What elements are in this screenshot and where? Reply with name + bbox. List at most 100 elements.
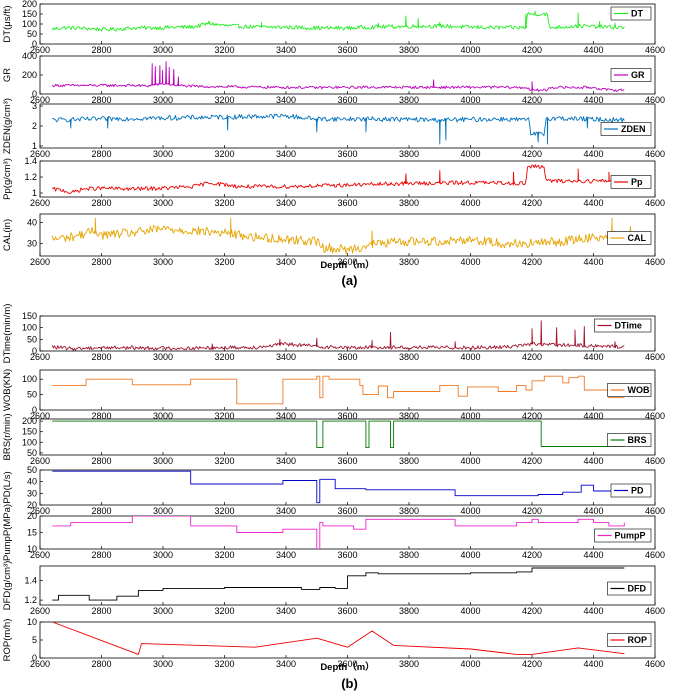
xtick-label-brs-10: 4600 xyxy=(645,456,665,466)
xtick-label-pd-3: 3200 xyxy=(214,506,234,516)
xtick-label-dtime-3: 3200 xyxy=(214,352,234,362)
xtick-label-dt-9: 4400 xyxy=(583,45,603,55)
xtick-label-zden-2: 3000 xyxy=(153,149,173,159)
xtick-label-zden-3: 3200 xyxy=(214,149,234,159)
xtick-label-dt-3: 3200 xyxy=(214,45,234,55)
xtick-label-zden-10: 4600 xyxy=(645,149,665,159)
axes-frame-wob xyxy=(39,369,656,411)
xtick-label-pumpp-9: 4400 xyxy=(583,550,603,560)
xtick-label-cal-4: 3400 xyxy=(276,257,296,267)
xtick-label-pp-9: 4400 xyxy=(583,198,603,208)
xtick-label-brs-3: 3200 xyxy=(214,456,234,466)
xtick-label-dt-6: 3800 xyxy=(399,45,419,55)
ylabel-cal: CAL(in) xyxy=(2,219,13,251)
xtick-label-dtime-4: 3400 xyxy=(276,352,296,362)
legend-label-pumpp: PumpP xyxy=(615,531,646,541)
ylabel-pd: PD(L/s) xyxy=(2,471,13,503)
xtick-label-pumpp-0: 2600 xyxy=(30,550,50,560)
ytick-label-brs-1: 100 xyxy=(22,437,37,447)
xtick-label-wob-1: 2800 xyxy=(91,411,111,421)
xtick-label-pumpp-7: 4000 xyxy=(460,550,480,560)
legend-label-brs: BRS xyxy=(628,435,647,445)
series-line-wob xyxy=(52,375,625,405)
xtick-label-brs-8: 4200 xyxy=(522,456,542,466)
axes-frame-dt xyxy=(39,3,656,45)
ylabel-pp: Pp(g/cm³) xyxy=(2,158,13,200)
axes-frame-pd xyxy=(39,469,656,506)
series-line-pp xyxy=(51,164,625,195)
legend-box-cal xyxy=(607,231,652,245)
xtick-label-wob-5: 3600 xyxy=(337,411,357,421)
xtick-label-gr-7: 4000 xyxy=(460,95,480,105)
legend-zden: ZDEN xyxy=(600,122,652,136)
ylabel-dfd: DFD(g/cm³) xyxy=(2,561,13,611)
series-line-cal xyxy=(51,217,632,255)
xtick-label-pd-5: 3600 xyxy=(337,506,357,516)
xtick-label-gr-6: 3800 xyxy=(399,95,419,105)
xtick-label-rop-5: 3600 xyxy=(337,659,357,669)
xtick-label-dfd-1: 2800 xyxy=(91,606,111,616)
ytick-label-dt-3: 150 xyxy=(22,9,37,19)
axes-frame-dtime xyxy=(39,315,656,352)
xtick-label-dfd-9: 4400 xyxy=(583,606,603,616)
legend-pp: Pp xyxy=(610,175,652,189)
xtick-label-gr-1: 2800 xyxy=(91,95,111,105)
xtick-label-dfd-5: 3600 xyxy=(337,606,357,616)
xtick-label-pd-2: 3000 xyxy=(153,506,173,516)
xtick-label-pp-2: 3000 xyxy=(153,198,173,208)
ytick-label-dtime-1: 50 xyxy=(27,334,37,344)
xtick-label-wob-6: 3800 xyxy=(399,411,419,421)
ytick-label-wob-1: 50 xyxy=(27,390,37,400)
xtick-label-zden-9: 4400 xyxy=(583,149,603,159)
legend-box-dtime xyxy=(594,318,652,333)
xtick-label-dfd-6: 3800 xyxy=(399,606,419,616)
series-line-dfd xyxy=(52,567,625,601)
xtick-label-rop-2: 3000 xyxy=(153,659,173,669)
xtick-label-pumpp-3: 3200 xyxy=(214,550,234,560)
legend-label-wob: WOB xyxy=(628,385,650,395)
legend-label-dtime: DTime xyxy=(615,321,642,331)
xtick-label-cal-10: 4600 xyxy=(645,257,665,267)
ytick-label-gr-2: 400 xyxy=(22,51,37,61)
xtick-label-pd-7: 4000 xyxy=(460,506,480,516)
caption-a: (a) xyxy=(342,273,358,288)
xtick-label-pd-4: 3400 xyxy=(276,506,296,516)
xtick-label-wob-4: 3400 xyxy=(276,411,296,421)
legend-label-zden: ZDEN xyxy=(621,124,646,134)
xtick-label-gr-8: 4200 xyxy=(522,95,542,105)
legend-label-rop: ROP xyxy=(628,635,648,645)
xtick-label-wob-7: 4000 xyxy=(460,411,480,421)
legend-label-dt: DT xyxy=(631,9,643,19)
xtick-label-brs-6: 3800 xyxy=(399,456,419,466)
legend-box-zden xyxy=(600,122,652,136)
ytick-label-pp-2: 1.4 xyxy=(24,156,37,166)
ytick-label-pumpp-0: 10 xyxy=(27,544,37,554)
xtick-label-brs-1: 2800 xyxy=(91,456,111,466)
xtick-label-dfd-2: 3000 xyxy=(153,606,173,616)
xtick-label-dtime-1: 2800 xyxy=(91,352,111,362)
xtick-label-dt-0: 2600 xyxy=(30,45,50,55)
xtick-label-dt-10: 4600 xyxy=(645,45,665,55)
series-line-dt xyxy=(51,10,625,32)
ytick-label-gr-0: 0 xyxy=(32,89,37,99)
ylabel-wob: WOB(KN) xyxy=(2,369,13,411)
xtick-label-dfd-10: 4600 xyxy=(645,606,665,616)
ytick-label-rop-2: 10 xyxy=(27,617,37,627)
series-line-brs xyxy=(52,420,625,449)
xtick-label-wob-3: 3200 xyxy=(214,411,234,421)
legend-label-pd: PD xyxy=(631,486,644,496)
legend-pd: PD xyxy=(610,483,652,498)
series-line-pumpp xyxy=(52,516,625,549)
ytick-label-pumpp-2: 20 xyxy=(27,511,37,521)
xtick-label-rop-3: 3200 xyxy=(214,659,234,669)
ytick-label-zden-1: 2 xyxy=(32,121,37,131)
panel-dfd: 1.2 1.4 2600 2800 3000 3200 3400 3600 3800 4000 42… xyxy=(2,561,665,616)
xtick-label-pp-0: 2600 xyxy=(30,198,50,208)
xtick-label-pp-3: 3200 xyxy=(214,198,234,208)
xtick-label-gr-5: 3600 xyxy=(337,95,357,105)
xtick-label-brs-7: 4000 xyxy=(460,456,480,466)
xtick-label-cal-7: 4000 xyxy=(460,257,480,267)
